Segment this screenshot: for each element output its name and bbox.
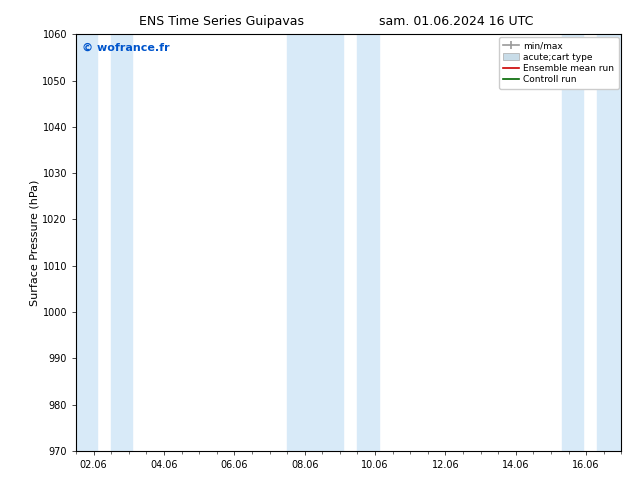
Bar xyxy=(111,34,133,451)
Bar xyxy=(76,34,97,451)
Bar xyxy=(562,34,583,451)
Text: ENS Time Series Guipavas: ENS Time Series Guipavas xyxy=(139,15,304,28)
Bar xyxy=(597,34,621,451)
Y-axis label: Surface Pressure (hPa): Surface Pressure (hPa) xyxy=(30,179,40,306)
Bar xyxy=(287,34,344,451)
Legend: min/max, acute;cart type, Ensemble mean run, Controll run: min/max, acute;cart type, Ensemble mean … xyxy=(499,37,619,89)
Text: © wofrance.fr: © wofrance.fr xyxy=(82,43,169,52)
Text: sam. 01.06.2024 16 UTC: sam. 01.06.2024 16 UTC xyxy=(379,15,534,28)
Bar xyxy=(358,34,378,451)
